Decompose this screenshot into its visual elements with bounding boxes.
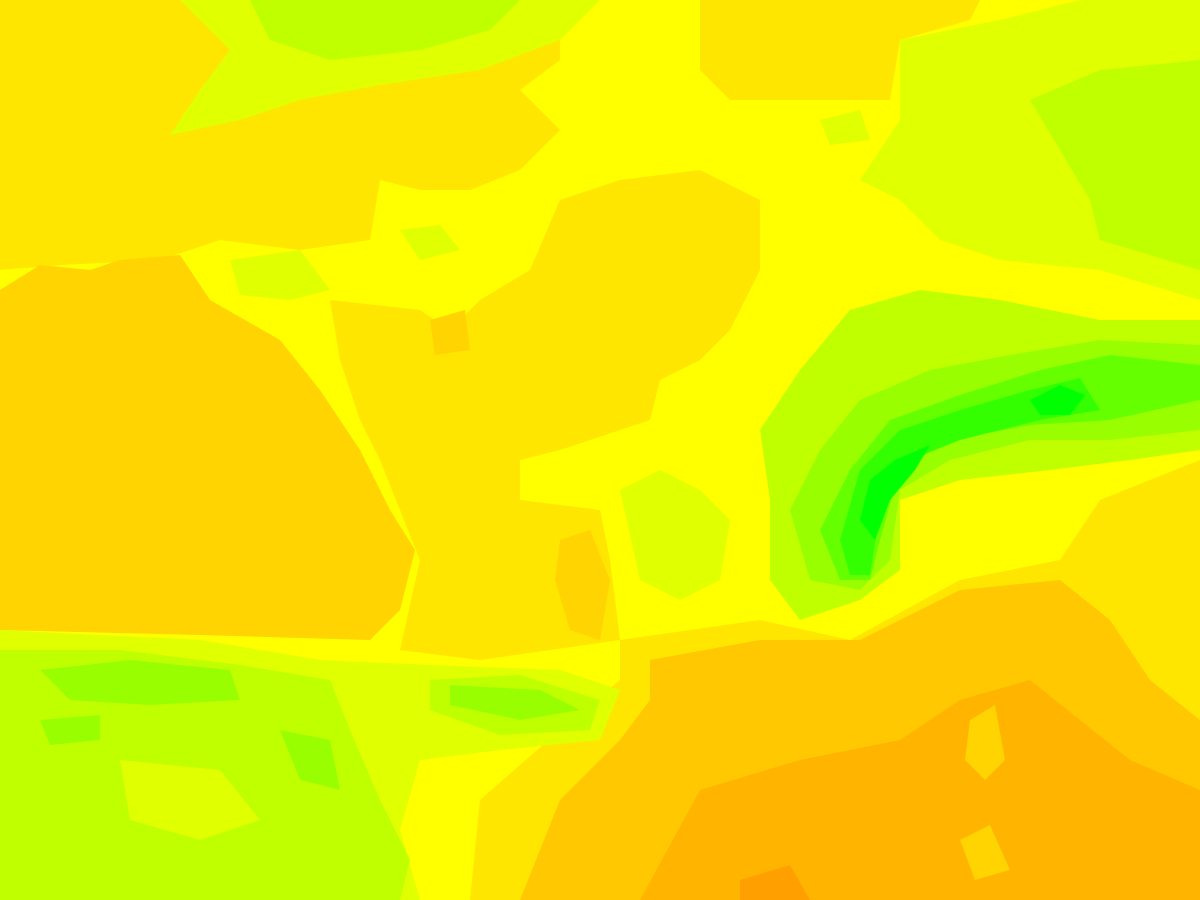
contour-region [40,660,240,705]
contour-region [1030,385,1085,415]
contour-region [400,225,460,260]
contour-region [120,760,260,840]
contour-region [450,685,580,720]
contour-region [280,730,340,790]
contour-region [965,705,1005,780]
contour-region [1030,60,1200,270]
contour-region [40,715,100,745]
contour-region [820,110,870,145]
contour-region [700,0,980,100]
contour-region [250,0,520,60]
contour-region [230,250,330,300]
contour-region [740,865,810,900]
contour-region [430,310,470,355]
contour-region [330,170,760,660]
contour-region [640,680,1200,900]
contour-region [620,470,730,600]
contour-region [555,530,610,640]
contour-region [820,355,1200,580]
contour-region [960,825,1010,880]
contour-region [0,255,415,640]
contour-region [860,445,930,540]
